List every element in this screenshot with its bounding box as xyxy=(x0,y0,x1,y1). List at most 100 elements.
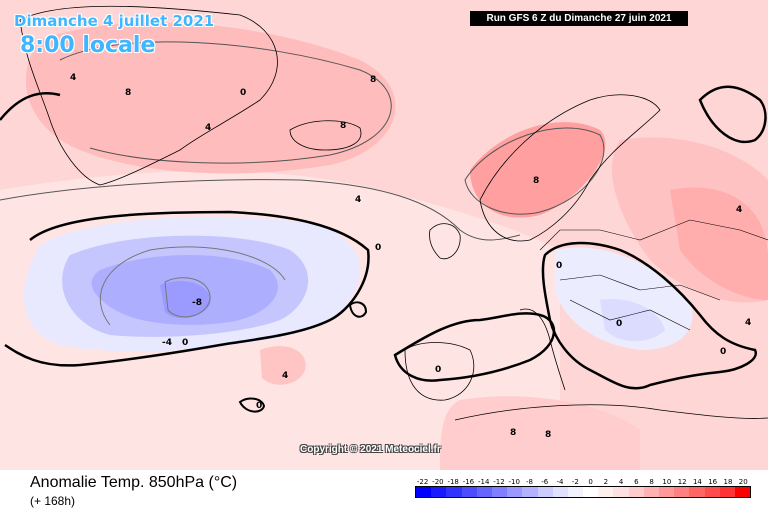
scale-swatch xyxy=(461,487,477,497)
contour-label: 0 xyxy=(240,88,246,98)
zero-contour-northeast xyxy=(698,85,767,144)
scale-tick-label: -18 xyxy=(447,478,459,486)
scale-tick-label: 18 xyxy=(723,478,733,486)
scale-tick-label: -2 xyxy=(571,478,579,486)
anomaly-map: 4 8 4 0 8 8 4 8 4 -8 -4 0 0 4 0 0 0 0 0 … xyxy=(0,0,768,470)
scale-tick-label: 16 xyxy=(708,478,718,486)
scale-tick-label: -6 xyxy=(541,478,549,486)
country-borders-north xyxy=(539,219,768,251)
warm-zone-scandinavia xyxy=(470,122,606,218)
contour-label: 4 xyxy=(736,205,742,215)
zero-contour-small-1 xyxy=(238,397,266,413)
contour-label: 8 xyxy=(545,430,551,440)
scale-swatch xyxy=(491,487,508,497)
contour-label: 0 xyxy=(375,243,381,253)
cold-zone-balkans xyxy=(600,299,665,342)
eight-contour-north xyxy=(59,41,392,164)
warm-zone-east xyxy=(670,187,768,300)
scale-tick-label: 0 xyxy=(588,478,593,486)
zero-contour-iberia xyxy=(393,312,556,382)
contour-label: 0 xyxy=(720,347,726,357)
contour-label: 4 xyxy=(70,73,76,83)
scale-swatch xyxy=(598,487,614,497)
scale-tick-label: 10 xyxy=(662,478,672,486)
contour-label: -8 xyxy=(192,298,202,308)
forecast-date: Dimanche 4 juillet 2021 xyxy=(14,12,215,30)
minus-eight-contour xyxy=(164,277,211,318)
scale-swatch xyxy=(446,487,462,497)
scale-tick-label: -16 xyxy=(462,478,475,486)
scale-swatch xyxy=(613,487,629,497)
run-banner: Run GFS 6 Z du Dimanche 27 juin 2021 xyxy=(470,11,688,26)
scale-swatch xyxy=(552,487,568,497)
contour-label: 0 xyxy=(256,401,262,411)
map-canvas: 4 8 4 0 8 8 4 8 4 -8 -4 0 0 4 0 0 0 0 0 … xyxy=(0,0,768,470)
zero-contour-northwest xyxy=(0,92,61,121)
contour-label: 0 xyxy=(182,338,188,348)
scale-swatch xyxy=(507,487,523,497)
italy-coast xyxy=(519,308,566,391)
contour-label: 0 xyxy=(435,365,441,375)
britain-coast xyxy=(429,223,461,260)
minus-four-contour xyxy=(100,246,286,326)
scandinavia-coast xyxy=(479,94,661,242)
zero-contour-atlantic xyxy=(4,210,370,367)
scale-tick-label: -4 xyxy=(556,478,564,486)
contour-label: 8 xyxy=(125,88,131,98)
country-borders-central xyxy=(559,274,721,331)
contour-label: 8 xyxy=(533,176,539,186)
scale-tick-label: -20 xyxy=(432,478,444,486)
scale-swatch xyxy=(522,487,538,497)
color-scale-swatches xyxy=(415,486,751,498)
contour-label: 8 xyxy=(370,75,376,85)
scale-tick-label: 8 xyxy=(649,478,654,486)
scale-tick-label: -22 xyxy=(416,478,429,486)
forecast-time: 8:00 locale xyxy=(20,33,156,58)
four-contour-mid xyxy=(0,179,521,241)
zero-contour-small-2 xyxy=(348,301,368,318)
warm-zone-azores xyxy=(260,346,306,385)
scale-tick-label: 20 xyxy=(738,478,748,486)
cold-zone-core xyxy=(160,281,211,319)
scale-swatch xyxy=(689,487,705,497)
scale-swatch xyxy=(476,487,492,497)
color-scale-ticks: -22 -20 -18 -16 -14 -12 -10 -8 -6 -4 -2 0 2 4 6 8 10 12 14… xyxy=(415,478,751,486)
legend-bar: Anomalie Temp. 850hPa (°C) (+ 168h) -22-… xyxy=(0,470,768,512)
scale-swatch xyxy=(719,487,735,497)
scale-tick-label: -14 xyxy=(477,478,490,486)
contour-label: 4 xyxy=(282,371,288,381)
iberia-coast xyxy=(404,342,475,401)
color-scale: -22 -20 -18 -16 -14 -12 -10 -8 -6 -4 -2 0 2 4 6 8 10 12 14… xyxy=(415,478,751,498)
scale-tick-label: 2 xyxy=(603,478,609,486)
warm-zone-north-africa xyxy=(440,396,640,470)
contour-label: 4 xyxy=(355,195,361,205)
scale-swatch xyxy=(674,487,690,497)
legend-title: Anomalie Temp. 850hPa (°C) xyxy=(30,474,238,491)
scale-swatch xyxy=(643,487,659,497)
contour-label: 8 xyxy=(510,428,516,438)
scale-tick-label: 4 xyxy=(618,478,624,486)
scale-swatch xyxy=(734,487,751,497)
scale-tick-label: 12 xyxy=(677,478,687,486)
zero-contour-europe xyxy=(541,241,757,390)
copyright-text: Copyright © 2021 Meteociel.fr xyxy=(300,444,441,455)
legend-lead-time: (+ 168h) xyxy=(30,494,76,508)
scale-swatch xyxy=(628,487,644,497)
scale-tick-label: -8 xyxy=(526,478,533,486)
scale-swatch xyxy=(431,487,447,497)
scale-swatch xyxy=(704,487,720,497)
greenland-coast xyxy=(19,5,278,186)
scale-swatch xyxy=(537,487,553,497)
scale-swatch xyxy=(583,487,599,497)
contour-label: 4 xyxy=(205,123,211,133)
contour-label: 0 xyxy=(556,261,562,271)
scale-tick-label: 14 xyxy=(692,478,702,486)
scale-swatch xyxy=(416,487,432,497)
contour-label: 8 xyxy=(340,121,346,131)
scale-tick-label: 6 xyxy=(634,478,639,486)
contour-label: 0 xyxy=(616,319,622,329)
contour-label: 4 xyxy=(745,318,751,328)
contour-label: -4 xyxy=(162,338,172,348)
scale-swatch xyxy=(567,487,584,497)
warm-zone-north-atlantic xyxy=(25,22,396,174)
